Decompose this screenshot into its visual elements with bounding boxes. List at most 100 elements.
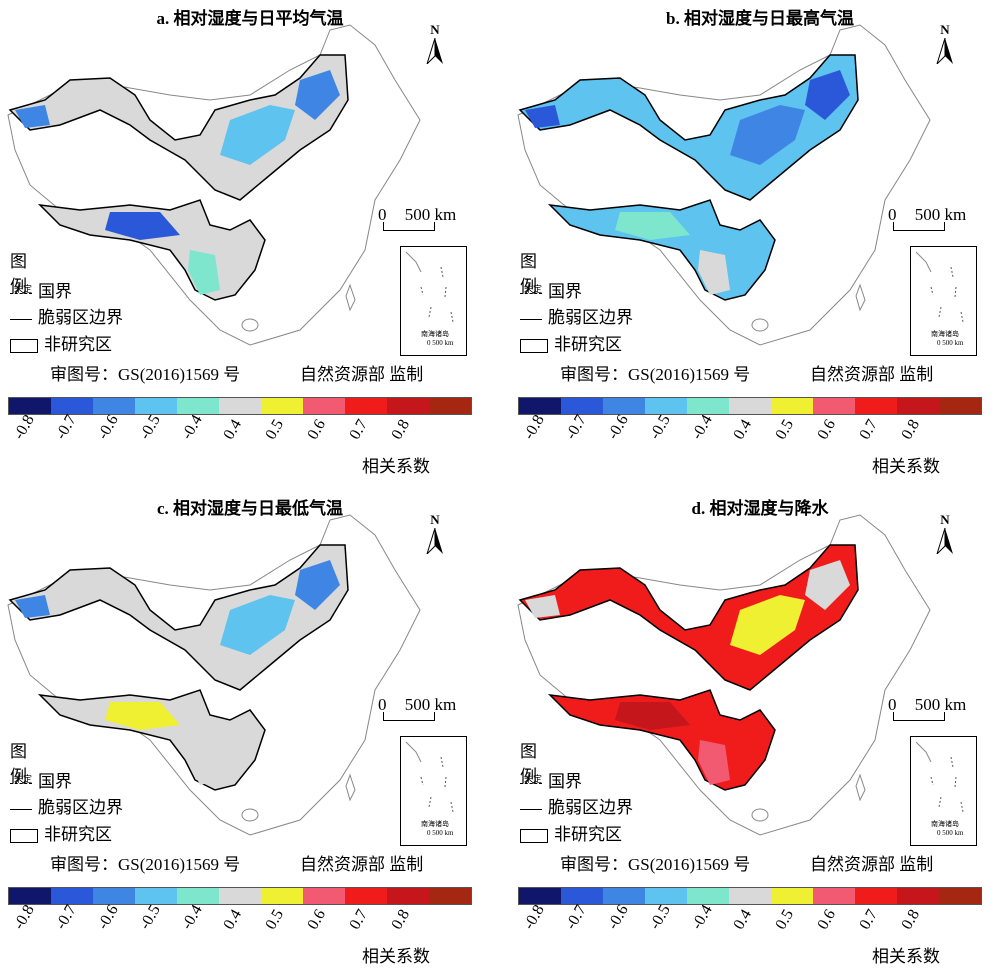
colorbar-cell — [345, 888, 387, 904]
colorbar-tick: -0.6 — [604, 902, 632, 933]
colorbar-cell — [855, 888, 897, 904]
colorbar-cell — [897, 398, 939, 414]
legend-border: 未定 国界 — [10, 277, 72, 302]
island — [751, 318, 769, 332]
south-accent-2 — [188, 740, 220, 785]
island — [241, 318, 259, 332]
colorbar-tick: -0.6 — [94, 412, 122, 443]
island-taiwan — [345, 773, 356, 802]
colorbar-label: 相关系数 — [872, 457, 940, 476]
map-panel-c: c. 相对湿度与日最低气温 N 0 500 km 南海诸岛 0 500 km 图… — [0, 490, 500, 975]
legend-non-study: 非研究区 — [10, 330, 112, 355]
north-label: N — [940, 22, 950, 37]
legend-border: 未定 国界 — [520, 767, 582, 792]
inset-scale: 0 500 km — [937, 339, 964, 347]
scale-bar — [383, 222, 435, 231]
colorbar-tick: 0.4 — [730, 906, 756, 933]
north-accent-3 — [525, 595, 560, 618]
island — [241, 808, 259, 822]
island — [751, 808, 769, 822]
undetermined-label: 未定 — [14, 283, 33, 294]
review-number: 审图号：GS(2016)1569 号 — [50, 855, 241, 874]
scale-zero: 0 — [378, 205, 387, 224]
colorbar-cell — [135, 888, 177, 904]
legend-fragile: 脆弱区边界 — [10, 793, 123, 818]
fragile-label: 脆弱区边界 — [548, 798, 633, 817]
colorbar-tick: -0.8 — [520, 412, 548, 443]
north-accent — [730, 105, 805, 165]
panel-title: a. 相对湿度与日平均气温 — [156, 9, 344, 28]
colorbar-cell — [9, 398, 51, 414]
north-arrow: N — [425, 512, 445, 558]
inset-map: 南海诸岛 0 500 km — [400, 736, 467, 846]
colorbar-cell — [387, 398, 429, 414]
legend-non-study: 非研究区 — [10, 820, 112, 845]
colorbar-tick: 0.4 — [220, 416, 246, 443]
colorbar-cell — [429, 888, 471, 904]
inset-canvas — [405, 741, 454, 813]
colorbar-cell — [771, 888, 813, 904]
colorbar-tick: 0.6 — [304, 906, 330, 933]
north-arrow-icon — [426, 37, 443, 65]
north-label: N — [940, 512, 950, 527]
colorbar-cell — [603, 398, 645, 414]
south-accent — [105, 212, 180, 240]
legend-fragile: 脆弱区边界 — [520, 303, 633, 328]
colorbar-cell — [387, 888, 429, 904]
scale-value: 500 km — [914, 695, 967, 714]
north-arrow: N — [935, 512, 955, 558]
colorbar-cell — [645, 888, 687, 904]
border-symbol: 未定 — [520, 774, 542, 784]
colorbar-tick: 0.5 — [262, 416, 288, 443]
colorbar-tick: 0.7 — [856, 906, 882, 933]
colorbar-cell — [939, 398, 981, 414]
north-fragile-zone — [8, 54, 349, 201]
colorbar-cell — [429, 398, 471, 414]
colorbar-tick: 0.8 — [898, 906, 924, 933]
colorbar-tick: -0.4 — [178, 902, 206, 933]
map-canvas — [517, 514, 931, 836]
north-accent-2 — [805, 70, 850, 120]
colorbar-tick: -0.7 — [52, 412, 80, 443]
colorbar-cell — [93, 398, 135, 414]
colorbar-cell — [261, 398, 303, 414]
south-accent — [615, 212, 690, 240]
scale-zero: 0 — [888, 695, 897, 714]
colorbar-label: 相关系数 — [872, 947, 940, 966]
non-study-symbol — [520, 829, 548, 844]
inset-label: 南海诸岛 — [931, 820, 959, 828]
north-label: N — [430, 22, 440, 37]
map-canvas — [517, 24, 931, 346]
review-number: 审图号：GS(2016)1569 号 — [560, 855, 751, 874]
map-canvas — [7, 514, 421, 836]
legend-title: 图例 — [10, 742, 27, 786]
legend-title: 图例 — [520, 252, 537, 296]
north-accent — [220, 105, 295, 165]
fragile-symbol — [10, 808, 32, 810]
north-arrow-icon — [936, 527, 953, 555]
scale-bar — [893, 712, 945, 721]
colorbar-tick: -0.7 — [562, 412, 590, 443]
fragile-label: 脆弱区边界 — [38, 798, 123, 817]
legend-fragile: 脆弱区边界 — [520, 793, 633, 818]
north-label: N — [430, 512, 440, 527]
colorbar-cell — [771, 398, 813, 414]
colorbar-cell — [9, 888, 51, 904]
scale-bar — [893, 222, 945, 231]
border-symbol: 未定 — [520, 284, 542, 294]
inset-scale: 0 500 km — [427, 339, 454, 347]
south-accent — [105, 702, 180, 730]
colorbar-tick: -0.4 — [688, 902, 716, 933]
north-fragile-zone — [8, 544, 349, 691]
south-accent — [615, 702, 690, 730]
colorbar-tick: -0.7 — [562, 902, 590, 933]
colorbar-cell — [645, 398, 687, 414]
legend-border: 未定 国界 — [520, 277, 582, 302]
legend-title: 图例 — [10, 252, 27, 296]
north-accent-3 — [15, 105, 50, 128]
north-fragile-zone — [518, 54, 859, 201]
colorbar-tick: -0.8 — [10, 412, 38, 443]
legend-title: 图例 — [520, 742, 537, 786]
colorbar — [8, 887, 472, 905]
legend-non-study: 非研究区 — [520, 820, 622, 845]
